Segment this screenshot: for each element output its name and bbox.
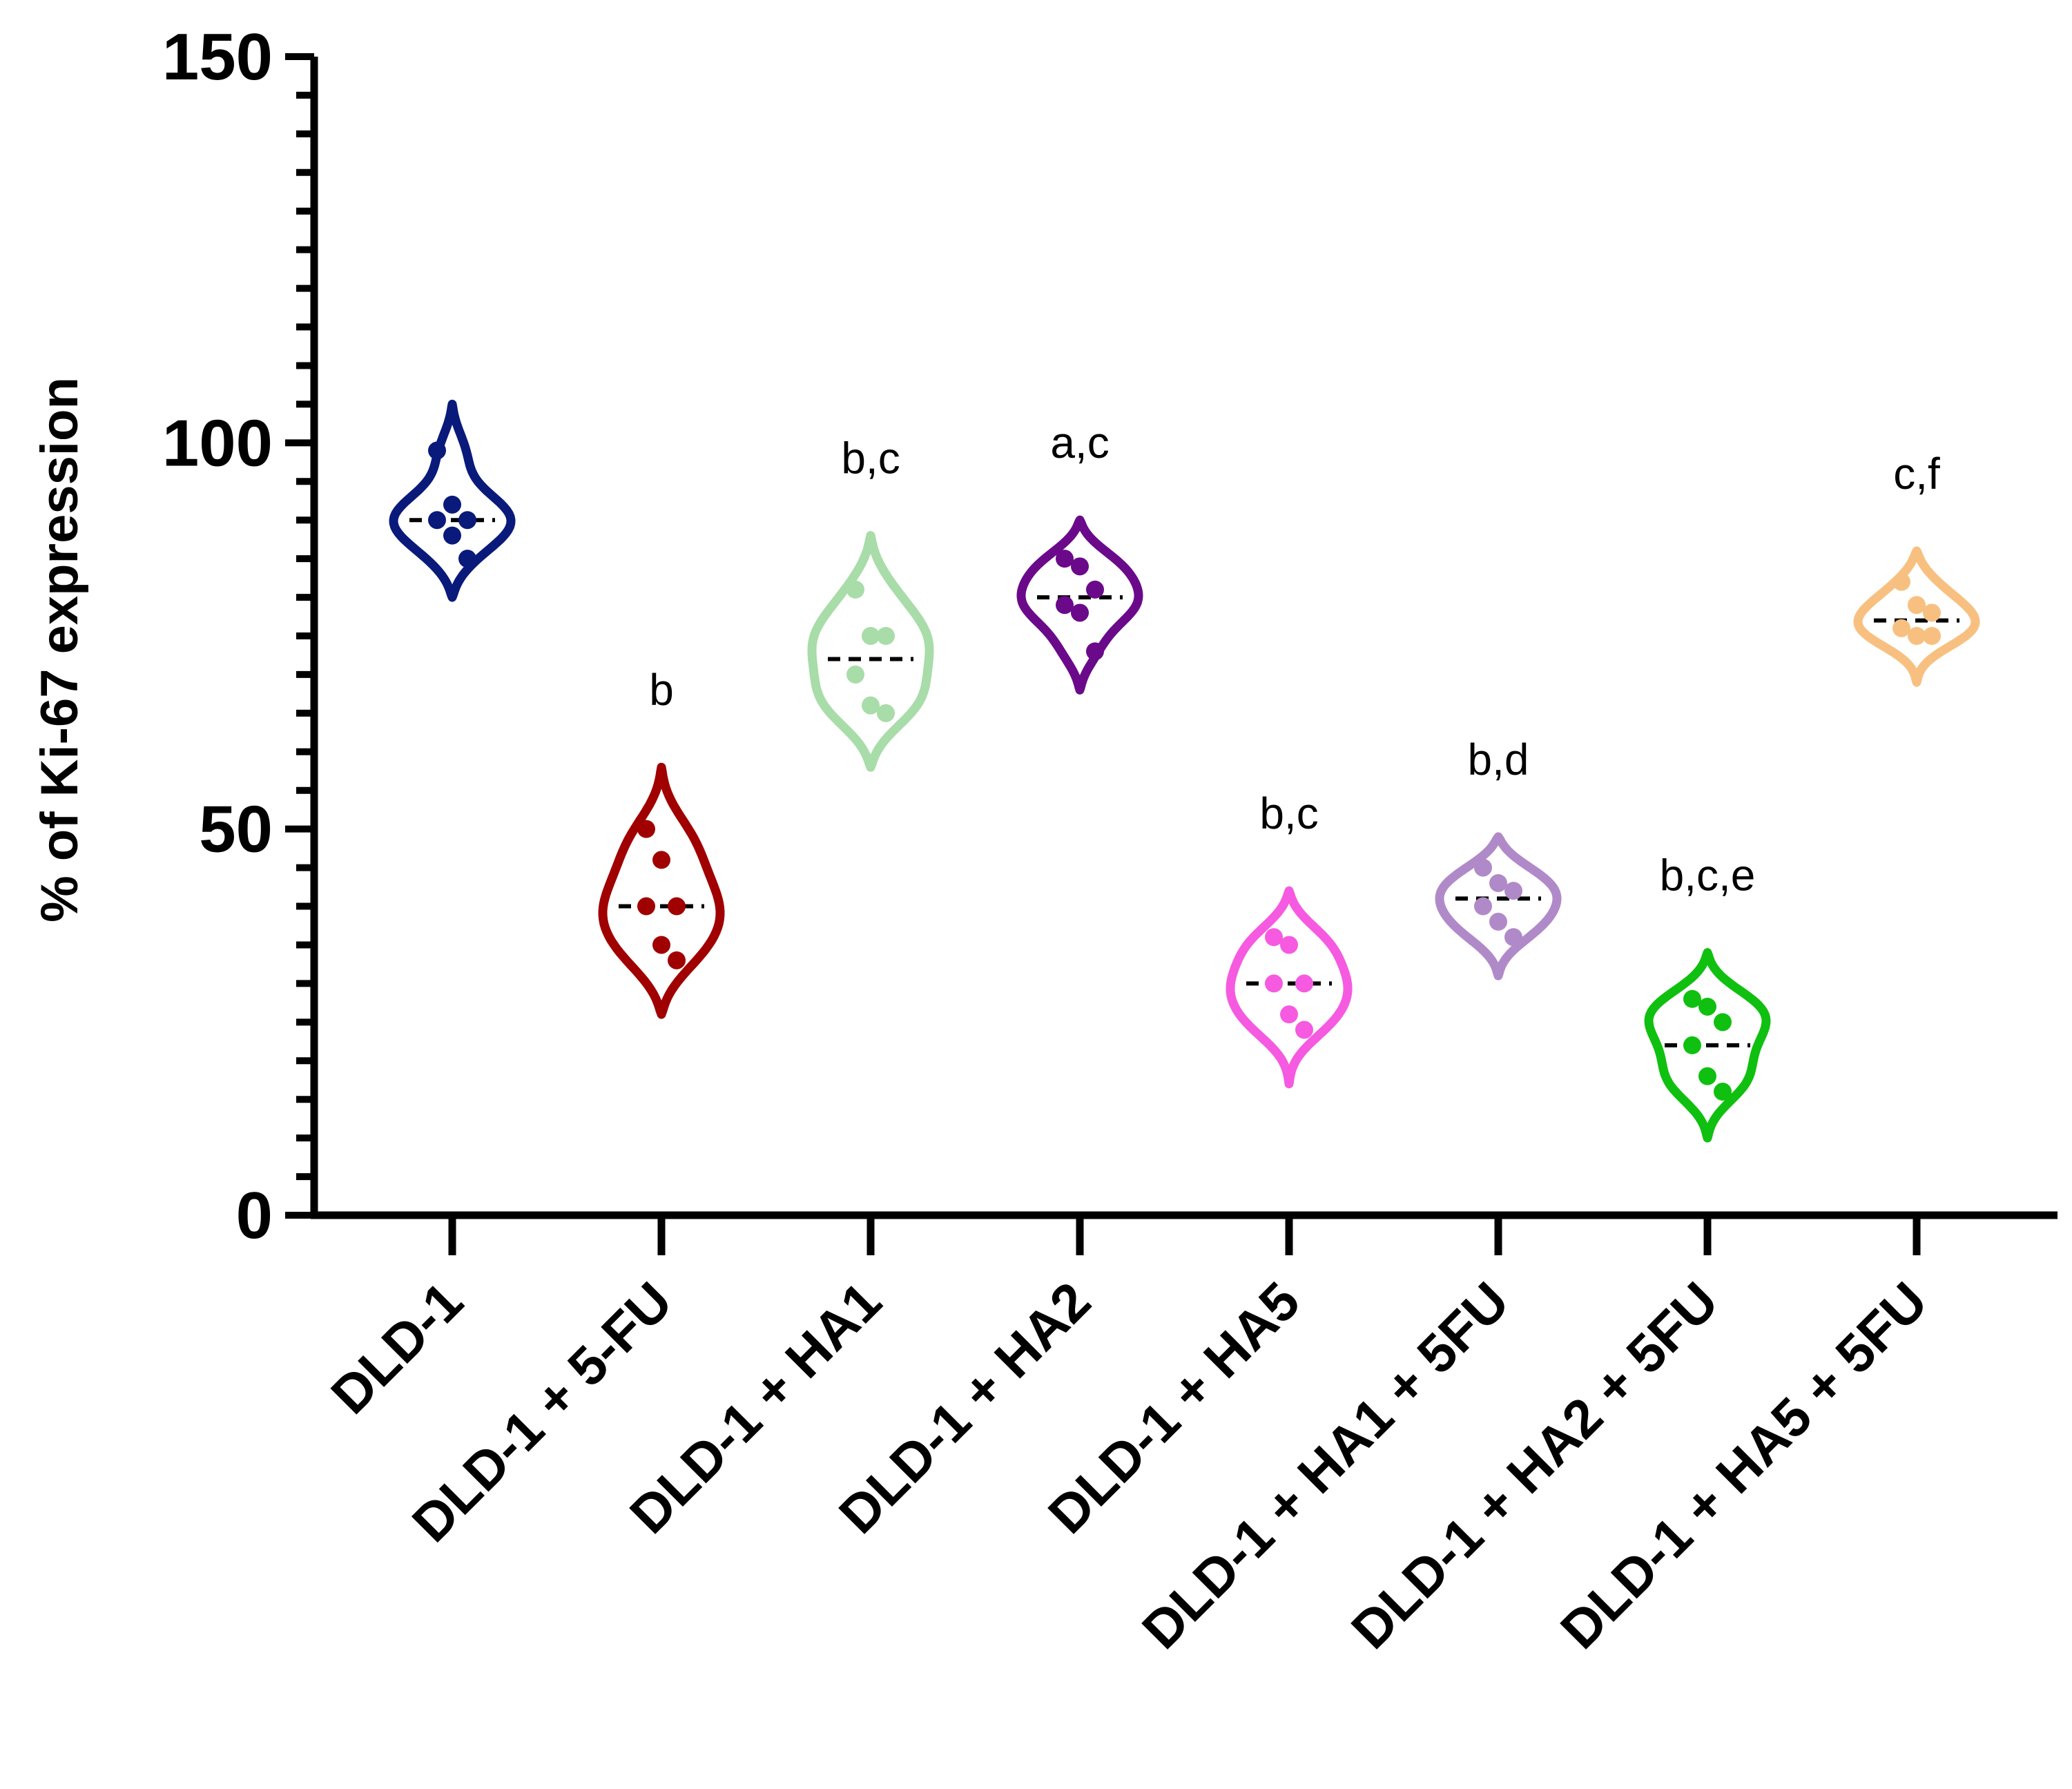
data-point xyxy=(637,820,655,838)
data-point xyxy=(1908,596,1926,615)
violin-5 xyxy=(1226,886,1353,1089)
data-point xyxy=(1683,989,1701,1008)
significance-label: c,f xyxy=(1893,449,1940,499)
violin-8 xyxy=(1853,546,1980,687)
data-point xyxy=(1923,627,1941,645)
data-point xyxy=(1908,627,1926,645)
violin-1 xyxy=(389,399,516,602)
significance-label: b,c xyxy=(841,434,900,483)
data-point xyxy=(877,627,895,645)
data-point xyxy=(458,550,476,568)
data-point xyxy=(1489,912,1507,931)
data-point xyxy=(1683,1036,1701,1054)
data-point xyxy=(443,526,461,545)
violin-2 xyxy=(598,762,725,1019)
data-point xyxy=(668,897,686,916)
data-point xyxy=(1280,936,1298,954)
violin-3 xyxy=(807,531,934,772)
x-tick-label: DLD-1 + HA5 + 5FU xyxy=(1549,1270,1939,1661)
y-axis-label: % of Ki-67 expression xyxy=(30,377,89,922)
data-point xyxy=(1698,997,1716,1016)
data-point xyxy=(668,951,686,969)
violins xyxy=(389,399,1980,1143)
data-point xyxy=(1056,550,1074,568)
data-point xyxy=(1698,1067,1716,1085)
data-point xyxy=(1265,974,1283,993)
data-point xyxy=(1504,928,1522,947)
data-point xyxy=(1295,1021,1313,1039)
data-point xyxy=(637,897,655,916)
significance-label: a,c xyxy=(1050,418,1109,467)
axes: 0 50 100 150 xyxy=(162,20,2058,1255)
data-point xyxy=(846,665,864,684)
x-tick-label: DLD-1 xyxy=(319,1270,474,1426)
y-tick-label: 50 xyxy=(199,793,273,867)
significance-label: b,d xyxy=(1468,735,1529,784)
data-point xyxy=(1714,1083,1732,1101)
data-point xyxy=(428,441,446,460)
y-tick-label: 100 xyxy=(162,406,273,480)
data-point xyxy=(846,580,864,599)
data-point xyxy=(428,511,446,530)
data-point xyxy=(1892,572,1910,591)
significance-label: b,c xyxy=(1259,789,1318,838)
data-point xyxy=(1265,928,1283,947)
data-point xyxy=(1086,642,1104,661)
data-point xyxy=(443,495,461,514)
data-point xyxy=(1923,603,1941,622)
data-point xyxy=(1056,596,1074,615)
data-point xyxy=(652,851,670,869)
data-point xyxy=(862,696,880,715)
data-point xyxy=(1474,858,1492,877)
data-point xyxy=(1280,1005,1298,1024)
data-point xyxy=(1071,603,1089,622)
y-tick-label: 0 xyxy=(236,1179,273,1253)
significance-label: b xyxy=(649,665,674,715)
data-point xyxy=(1504,882,1522,900)
data-point xyxy=(1714,1013,1732,1032)
violin-7 xyxy=(1644,948,1771,1143)
annotations: b b,c a,c b,c b,d b,c,e c,f xyxy=(649,418,1940,900)
violin-6 xyxy=(1435,832,1562,980)
data-point xyxy=(877,704,895,722)
data-point xyxy=(1892,619,1910,637)
data-point xyxy=(862,627,880,645)
data-point xyxy=(1086,580,1104,599)
data-point xyxy=(1071,557,1089,576)
data-point xyxy=(1295,974,1313,993)
y-axis-label-group: % of Ki-67 expression xyxy=(30,377,89,922)
significance-label: b,c,e xyxy=(1660,851,1756,900)
y-tick-label: 150 xyxy=(162,20,273,94)
data-point xyxy=(1489,873,1507,892)
data-point xyxy=(652,936,670,954)
violin-4 xyxy=(1016,515,1143,695)
x-tick-label: DLD-1 + HA2 + 5FU xyxy=(1339,1270,1730,1661)
x-tick-label: DLD-1 + HA1 + 5FU xyxy=(1130,1270,1520,1661)
data-point xyxy=(458,511,476,530)
data-point xyxy=(1474,897,1492,916)
